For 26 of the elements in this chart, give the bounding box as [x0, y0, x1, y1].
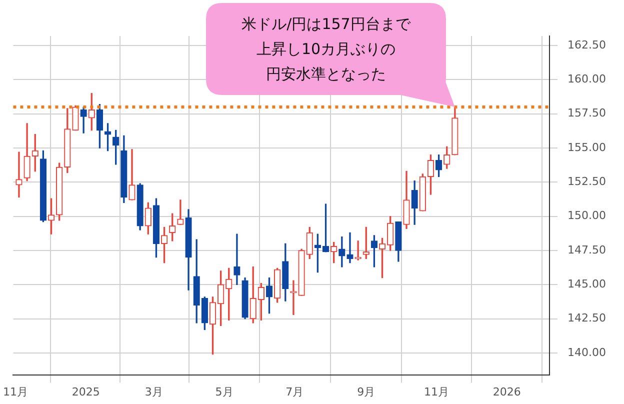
- y-tick-label: 147.50: [568, 243, 606, 256]
- x-tick-label: 11月: [424, 385, 449, 398]
- y-tick-label: 150.00: [568, 209, 606, 222]
- x-tick-label: 7月: [286, 385, 304, 398]
- candlestick: [234, 234, 240, 285]
- y-tick-label: 142.50: [568, 312, 606, 325]
- annotation: 円安水準となった: [266, 64, 386, 84]
- text: 米ドル/円は157円台まで: [242, 14, 410, 34]
- candlestick: [354, 240, 362, 260]
- annotation: 上昇し10カ月ぶりの: [256, 38, 396, 60]
- candlestick: [16, 152, 22, 198]
- y-tick-label: 157.50: [568, 106, 606, 120]
- y-tick-label: 162.50: [568, 38, 606, 52]
- x-tick-label: 2025: [72, 385, 100, 398]
- y-tick-label: 155.00: [568, 140, 606, 154]
- x-tick-label: 5月: [215, 385, 234, 398]
- y-tick-label: 160.00: [568, 72, 606, 86]
- x-tick-label: 2026: [492, 385, 521, 398]
- y-tick-label: 140.00: [568, 346, 606, 359]
- candlestick: [177, 200, 184, 225]
- candlestick: [346, 232, 354, 264]
- x-tick-label: 9月: [357, 385, 376, 398]
- y-tick-label: 152.50: [568, 175, 606, 188]
- x-tick-label: 3月: [144, 385, 163, 398]
- y-tick-label: 145.00: [568, 277, 606, 290]
- x-tick-label: 11月: [3, 385, 28, 398]
